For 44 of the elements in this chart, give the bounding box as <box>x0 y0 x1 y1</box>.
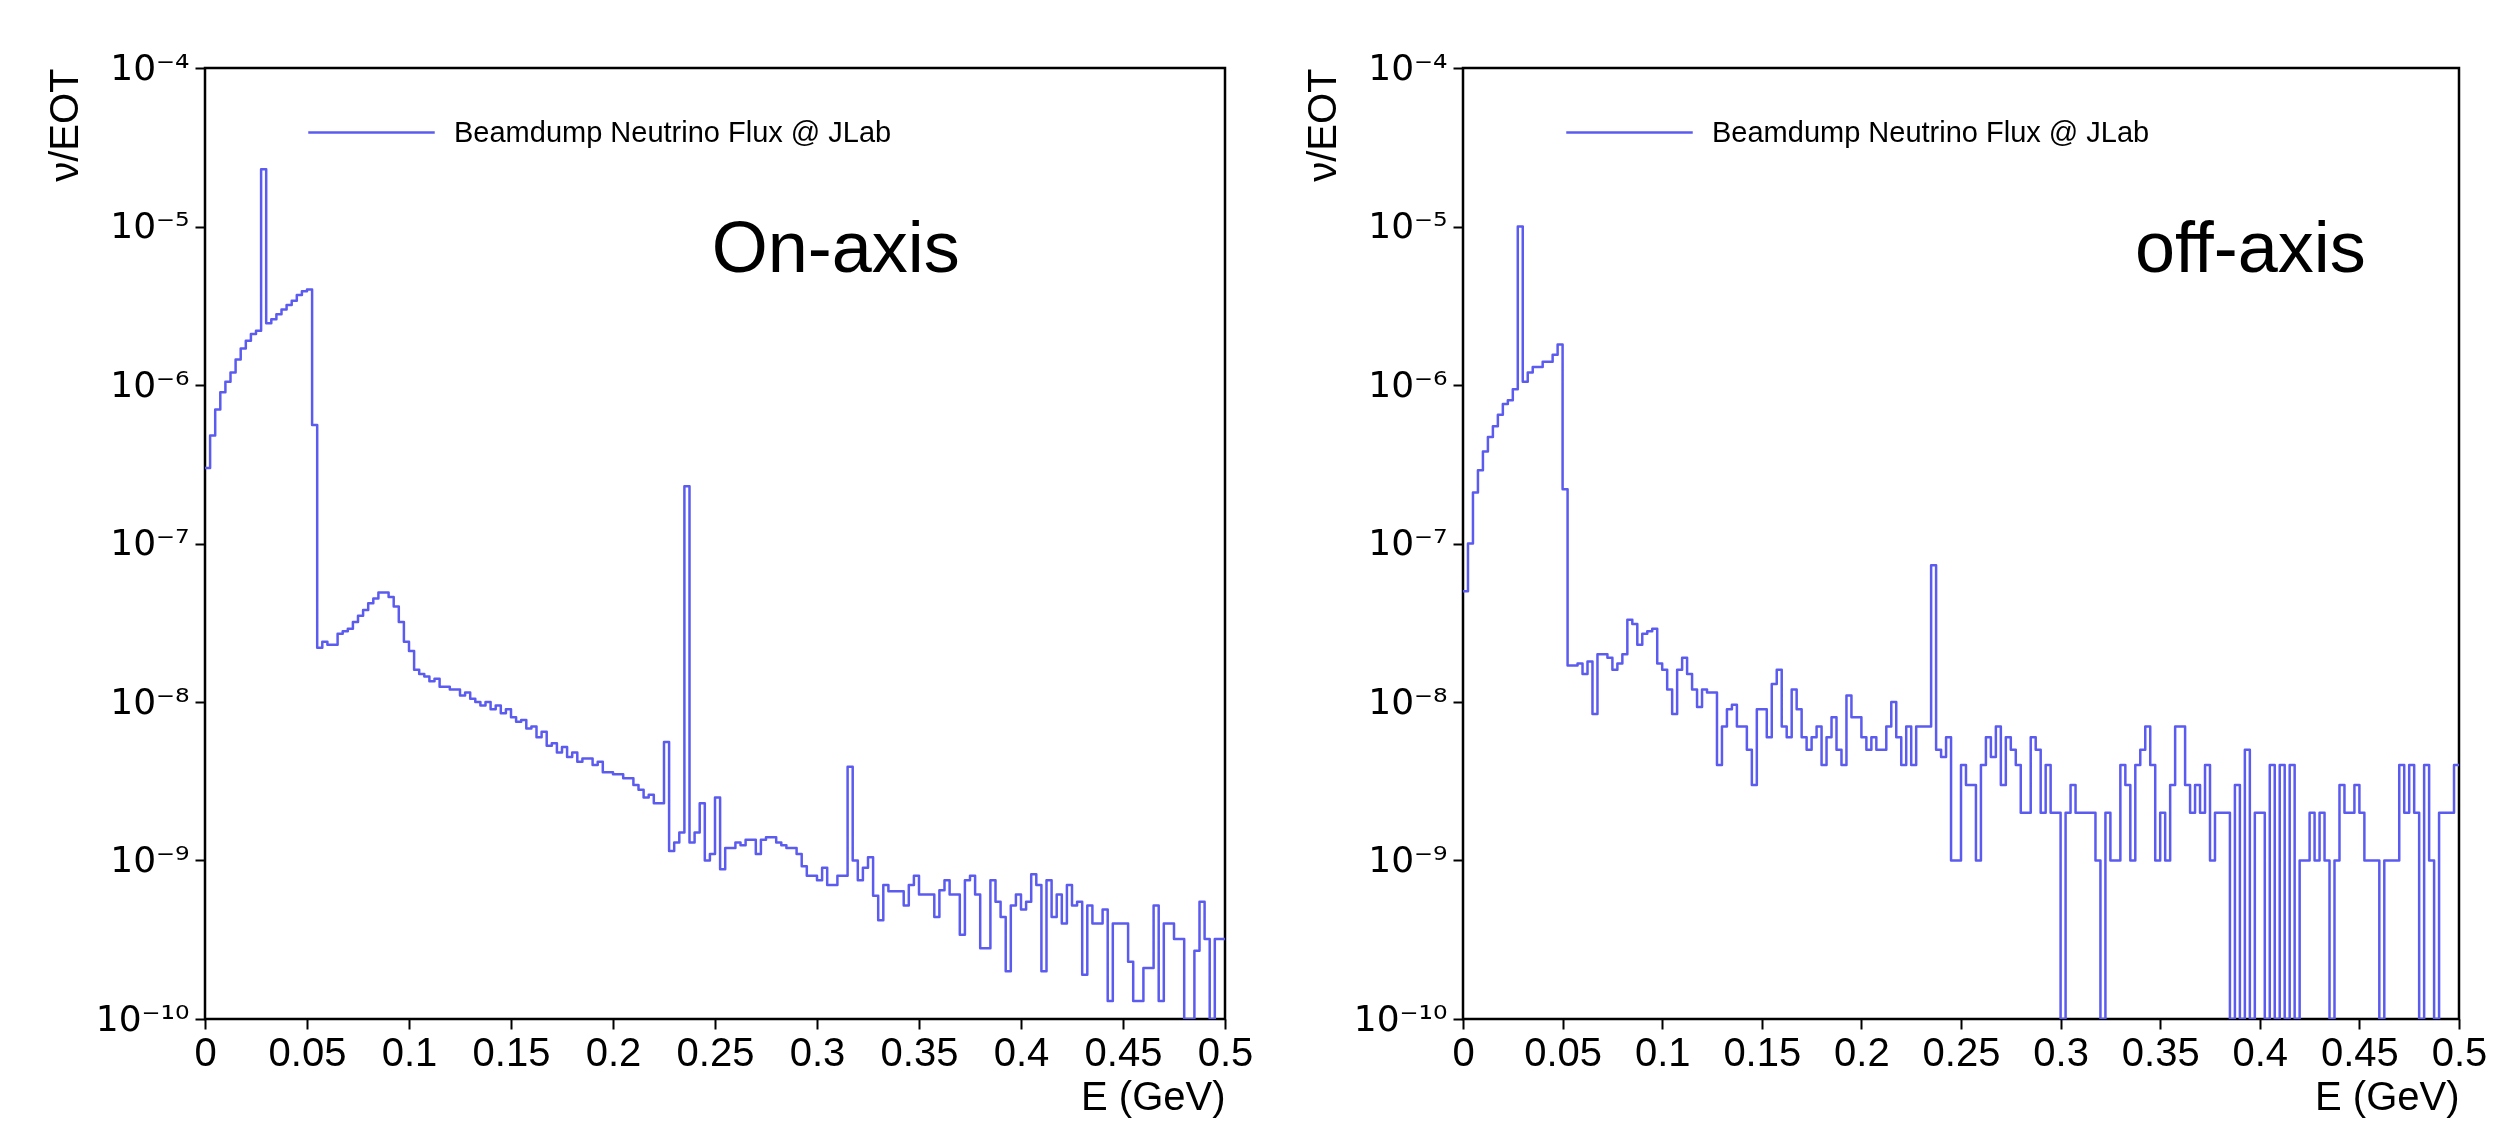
x-tick-label: 0.05 <box>1524 1029 1603 1074</box>
y-tick-label: 10⁻⁶ <box>1368 363 1448 405</box>
y-tick-label: 10⁻⁷ <box>1368 522 1448 563</box>
y-axis-title: ν/EOT <box>41 68 86 182</box>
annotation: On-axis <box>711 207 960 288</box>
x-tick-label: 0.4 <box>2232 1029 2289 1074</box>
annotation: off-axis <box>2134 207 2366 288</box>
x-tick-label: 0.1 <box>1634 1029 1691 1074</box>
x-tick-label: 0.25 <box>1922 1029 2001 1074</box>
x-tick-label: 0.5 <box>2431 1029 2488 1074</box>
y-tick-label: 10⁻⁴ <box>1368 46 1448 88</box>
y-tick-label: 10⁻⁷ <box>110 522 190 563</box>
y-tick-label: 10⁻¹⁰ <box>1353 997 1448 1039</box>
x-tick-label: 0 <box>194 1029 217 1074</box>
x-tick-label: 0.5 <box>1197 1029 1254 1074</box>
y-tick-label: 10⁻⁸ <box>1368 680 1448 722</box>
x-tick-label: 0.1 <box>381 1029 438 1074</box>
x-tick-label: 0.35 <box>880 1029 959 1074</box>
x-tick-label: 0.15 <box>1723 1029 1802 1074</box>
x-tick-label: 0.3 <box>789 1029 846 1074</box>
y-tick-label: 10⁻⁹ <box>1368 839 1448 880</box>
legend-label: Beamdump Neutrino Flux @ JLab <box>454 115 892 148</box>
x-tick-label: 0.4 <box>993 1029 1050 1074</box>
legend-label: Beamdump Neutrino Flux @ JLab <box>1712 115 2150 148</box>
x-axis-title: E (GeV) <box>2315 1073 2460 1118</box>
x-tick-label: 0.05 <box>268 1029 347 1074</box>
x-tick-label: 0.2 <box>1834 1029 1890 1074</box>
x-tick-label: 0.25 <box>676 1029 755 1074</box>
y-tick-label: 10⁻¹⁰ <box>95 997 190 1039</box>
y-axis-title: ν/EOT <box>1299 68 1344 182</box>
x-axis-title: E (GeV) <box>1081 1073 1226 1118</box>
x-tick-label: 0.15 <box>472 1029 551 1074</box>
x-tick-label: 0.45 <box>2320 1029 2399 1074</box>
y-tick-label: 10⁻⁴ <box>110 46 190 88</box>
x-tick-label: 0 <box>1452 1029 1475 1074</box>
x-tick-label: 0.45 <box>1084 1029 1163 1074</box>
y-tick-label: 10⁻⁸ <box>110 680 190 722</box>
x-tick-label: 0.3 <box>2033 1029 2089 1074</box>
y-tick-label: 10⁻⁵ <box>1368 205 1448 246</box>
x-tick-label: 0.2 <box>585 1029 642 1074</box>
x-tick-label: 0.35 <box>2121 1029 2200 1074</box>
y-tick-label: 10⁻⁶ <box>110 363 190 405</box>
y-tick-label: 10⁻⁵ <box>110 205 190 246</box>
y-tick-label: 10⁻⁹ <box>110 839 190 880</box>
